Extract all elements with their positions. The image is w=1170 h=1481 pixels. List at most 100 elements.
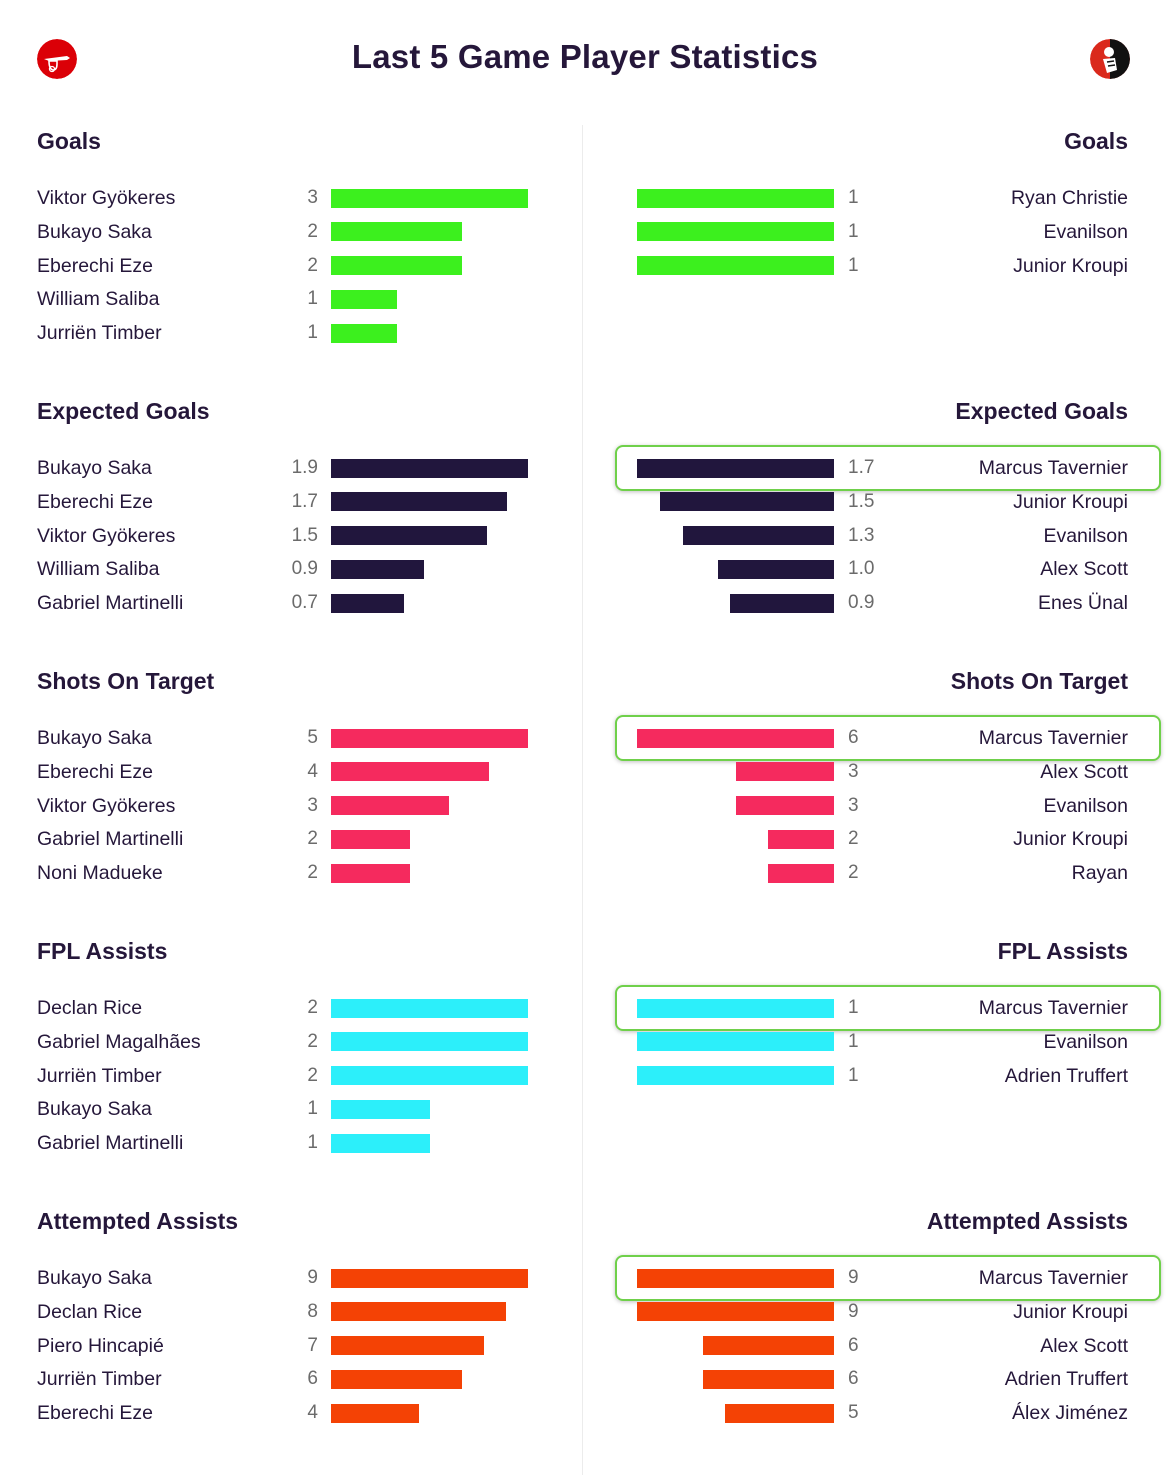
stat-bar: [637, 188, 834, 208]
stat-bar: [735, 796, 834, 816]
player-name: Junior Kroupi: [1013, 828, 1128, 851]
player-name: Alex Scott: [1040, 558, 1128, 581]
stat-bar: [331, 796, 450, 816]
stat-value: 1: [307, 1132, 318, 1154]
player-name: Jurriën Timber: [37, 1064, 162, 1087]
stat-bar: [331, 1403, 419, 1423]
stat-value: 2: [307, 220, 318, 242]
stat-value: 8: [307, 1300, 318, 1322]
player-name: Bukayo Saka: [37, 727, 152, 749]
player-name: Gabriel Martinelli: [37, 1132, 184, 1155]
player-name: Declan Rice: [37, 997, 143, 1019]
stat-value: 6: [848, 1334, 859, 1356]
player-name: William Saliba: [37, 558, 160, 581]
player-name: Piero Hincapié: [37, 1334, 164, 1357]
stat-value: 9: [848, 1267, 859, 1288]
stat-value: 1.9: [291, 457, 318, 478]
player-name: Marcus Tavernier: [978, 997, 1128, 1019]
player-name: Declan Rice: [37, 1300, 143, 1323]
player-name: Alex Scott: [1040, 760, 1128, 783]
stat-bar: [637, 458, 834, 478]
stat-bar: [331, 1369, 463, 1389]
stat-bar: [331, 526, 487, 546]
stat-bar: [331, 222, 463, 242]
stat-value: 9: [848, 1300, 859, 1322]
stat-value: 2: [307, 862, 318, 884]
stat-value: 1.3: [848, 524, 875, 546]
stat-bar: [331, 256, 463, 276]
stat-bar: [637, 1066, 834, 1086]
player-name: Junior Kroupi: [1013, 254, 1128, 277]
player-name: Marcus Tavernier: [978, 1267, 1128, 1289]
stat-bar: [331, 1099, 430, 1119]
player-name: Jurriën Timber: [37, 1368, 162, 1391]
player-name: William Saliba: [37, 288, 160, 311]
stat-value: 2: [307, 1030, 318, 1052]
stat-value: 0.7: [291, 592, 318, 614]
stat-bar: [735, 762, 834, 782]
player-name: Bukayo Saka: [37, 457, 152, 479]
stat-value: 6: [307, 1368, 318, 1390]
stat-value: 3: [848, 760, 859, 782]
player-name: Ryan Christie: [1010, 187, 1128, 209]
stat-bar: [331, 1268, 528, 1288]
stat-value: 9: [307, 1267, 318, 1288]
highlight-box: [615, 985, 1161, 1031]
stat-value: 1.5: [291, 524, 318, 546]
stat-bar: [331, 593, 404, 613]
player-name: Eberechi Eze: [37, 254, 153, 277]
player-name: Enes Ünal: [1038, 592, 1128, 615]
stat-value: 1: [848, 187, 859, 208]
stat-value: 1.5: [848, 490, 875, 512]
stat-value: 1.7: [291, 490, 318, 512]
attempted-assists-title-left: Attempted Assists: [37, 1208, 239, 1234]
player-name: Gabriel Magalhães: [37, 1030, 201, 1053]
stat-bar: [637, 1268, 834, 1288]
stat-value: 1: [307, 322, 318, 344]
player-name: Gabriel Martinelli: [37, 828, 184, 851]
player-name: Eberechi Eze: [37, 490, 153, 513]
stat-value: 1: [848, 1064, 859, 1086]
bournemouth-crest-logo: [1090, 39, 1130, 79]
fpl-assists-title-right: FPL Assists: [997, 938, 1128, 964]
player-name: Evanilson: [1043, 524, 1128, 547]
stat-bar: [331, 728, 528, 748]
stat-bar: [637, 1302, 834, 1322]
player-name: Evanilson: [1043, 220, 1128, 243]
player-name: Marcus Tavernier: [978, 727, 1128, 749]
stat-bar: [637, 728, 834, 748]
stat-value: 1.0: [848, 558, 875, 580]
player-name: Gabriel Martinelli: [37, 592, 184, 615]
attempted-assists-title-right: Attempted Assists: [926, 1208, 1128, 1234]
player-name: Alex Scott: [1040, 1334, 1128, 1357]
stat-bar: [331, 1336, 485, 1356]
stat-bar: [331, 559, 425, 579]
stat-value: 2: [307, 254, 318, 276]
stat-value: 1: [848, 1030, 859, 1052]
stat-value: 3: [307, 187, 318, 208]
player-name: Viktor Gyökeres: [37, 794, 176, 817]
player-name: Bukayo Saka: [37, 1098, 152, 1121]
stat-value: 1: [848, 220, 859, 242]
player-name: Evanilson: [1043, 1030, 1128, 1053]
expected-goals-title-right: Expected Goals: [955, 398, 1128, 424]
stat-bar: [702, 1336, 834, 1356]
player-name: Junior Kroupi: [1013, 490, 1128, 513]
stat-value: 2: [848, 828, 859, 850]
player-name: Adrien Truffert: [1004, 1368, 1128, 1391]
player-name: Jurriën Timber: [37, 322, 162, 345]
stat-value: 4: [307, 1402, 318, 1424]
stat-value: 7: [307, 1334, 318, 1356]
stat-bar: [331, 998, 528, 1018]
fpl-assists-title-left: FPL Assists: [37, 938, 168, 964]
stat-value: 1: [307, 288, 318, 310]
stat-value: 1: [307, 1098, 318, 1120]
stat-bar: [331, 1032, 528, 1052]
stat-bar: [637, 256, 834, 276]
highlight-box: [615, 445, 1161, 491]
highlight-box: [615, 715, 1161, 761]
expected-goals-title-left: Expected Goals: [37, 398, 210, 424]
stat-bar: [724, 1403, 834, 1423]
stat-bar: [702, 1369, 834, 1389]
stat-bar: [729, 593, 834, 613]
